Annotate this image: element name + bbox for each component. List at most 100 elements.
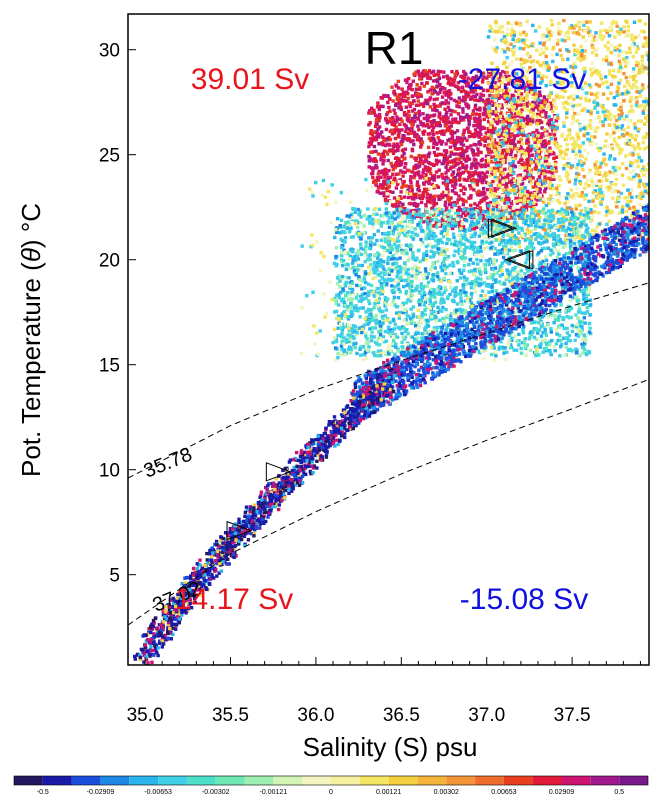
heatmap-cell [379, 271, 383, 275]
heatmap-cell [447, 95, 451, 99]
heatmap-cell [586, 109, 590, 113]
heatmap-cell [493, 68, 497, 73]
heatmap-cell [552, 132, 556, 136]
heatmap-cell [443, 285, 448, 290]
heatmap-cell [391, 151, 396, 155]
heatmap-cell [505, 43, 509, 47]
heatmap-cell [641, 194, 645, 198]
heatmap-cell [519, 182, 524, 186]
heatmap-cell [554, 211, 558, 215]
heatmap-cell [535, 192, 539, 196]
heatmap-cell [431, 108, 435, 112]
heatmap-cell [490, 124, 494, 129]
heatmap-cell [637, 202, 642, 207]
heatmap-cell [486, 110, 491, 114]
heatmap-cell [414, 202, 419, 207]
heatmap-cell [536, 213, 540, 217]
heatmap-cell [573, 61, 577, 65]
heatmap-cell [548, 33, 553, 37]
heatmap-cell [425, 122, 430, 126]
heatmap-cell [625, 131, 630, 136]
heatmap-cell [572, 43, 576, 47]
heatmap-cell [494, 130, 499, 135]
heatmap-cell [594, 53, 599, 57]
heatmap-cell [607, 188, 611, 192]
heatmap-cell [391, 148, 395, 152]
heatmap-cell [571, 223, 575, 227]
heatmap-cell [531, 330, 535, 335]
heatmap-cell [472, 188, 476, 192]
heatmap-cell [560, 210, 565, 215]
heatmap-cell [479, 193, 483, 197]
heatmap-cell [338, 224, 342, 228]
heatmap-cell [605, 209, 609, 214]
heatmap-cell [538, 119, 542, 123]
heatmap-cell [556, 116, 560, 120]
heatmap-cell [526, 69, 531, 74]
heatmap-cell [501, 39, 505, 43]
heatmap-cell [547, 201, 551, 206]
heatmap-cell [543, 113, 547, 117]
heatmap-cell [511, 212, 515, 216]
heatmap-cell [526, 54, 530, 58]
heatmap-cell [522, 117, 526, 121]
heatmap-cell [438, 90, 442, 95]
heatmap-cell [417, 92, 421, 96]
heatmap-cell [645, 114, 649, 118]
heatmap-cell [481, 192, 485, 196]
heatmap-cell [578, 203, 582, 207]
heatmap-cell [518, 145, 523, 149]
heatmap-cell [535, 121, 539, 126]
heatmap-cell [399, 142, 404, 147]
heatmap-cell [617, 59, 621, 63]
heatmap-cell [434, 316, 438, 320]
heatmap-cell [536, 60, 540, 64]
heatmap-cell [554, 238, 558, 242]
heatmap-cell [583, 132, 587, 136]
heatmap-cell [566, 164, 570, 168]
heatmap-cell [442, 265, 447, 269]
heatmap-cell [546, 197, 551, 201]
heatmap-cell [537, 147, 542, 151]
heatmap-cell [378, 279, 382, 283]
heatmap-cell [436, 69, 440, 74]
heatmap-cell [645, 132, 649, 136]
heatmap-cell [533, 192, 537, 196]
heatmap-cell [490, 289, 495, 294]
heatmap-cell [535, 128, 539, 133]
heatmap-cell [487, 159, 491, 163]
heatmap-cell [572, 147, 576, 151]
heatmap-cell [535, 145, 539, 149]
heatmap-cell [443, 121, 448, 126]
heatmap-cell [383, 314, 387, 318]
heatmap-cell [494, 90, 499, 94]
heatmap-cell [403, 170, 407, 174]
heatmap-cell [522, 60, 526, 65]
heatmap-cell [520, 86, 525, 90]
heatmap-cell [400, 154, 405, 159]
heatmap-cell [502, 111, 506, 115]
heatmap-cell [410, 230, 415, 235]
heatmap-cell [607, 26, 612, 30]
heatmap-cell [503, 198, 507, 202]
heatmap-cell [504, 129, 508, 133]
heatmap-cell [348, 293, 352, 297]
heatmap-cell [547, 30, 551, 34]
heatmap-cell [583, 69, 587, 74]
heatmap-cell [403, 264, 408, 268]
heatmap-cell [391, 99, 395, 103]
heatmap-cell [480, 209, 484, 213]
heatmap-cell [594, 142, 598, 146]
heatmap-cell [385, 213, 390, 218]
heatmap-cell [458, 115, 463, 119]
heatmap-cell [436, 80, 440, 84]
heatmap-cell [542, 149, 546, 153]
heatmap-cell [496, 190, 501, 194]
heatmap-cell [428, 197, 432, 201]
heatmap-cell [491, 103, 495, 107]
heatmap-cell [495, 74, 499, 78]
heatmap-cell [461, 170, 465, 175]
heatmap-cell [437, 159, 441, 163]
heatmap-cell [391, 145, 396, 149]
heatmap-cell [554, 65, 558, 70]
